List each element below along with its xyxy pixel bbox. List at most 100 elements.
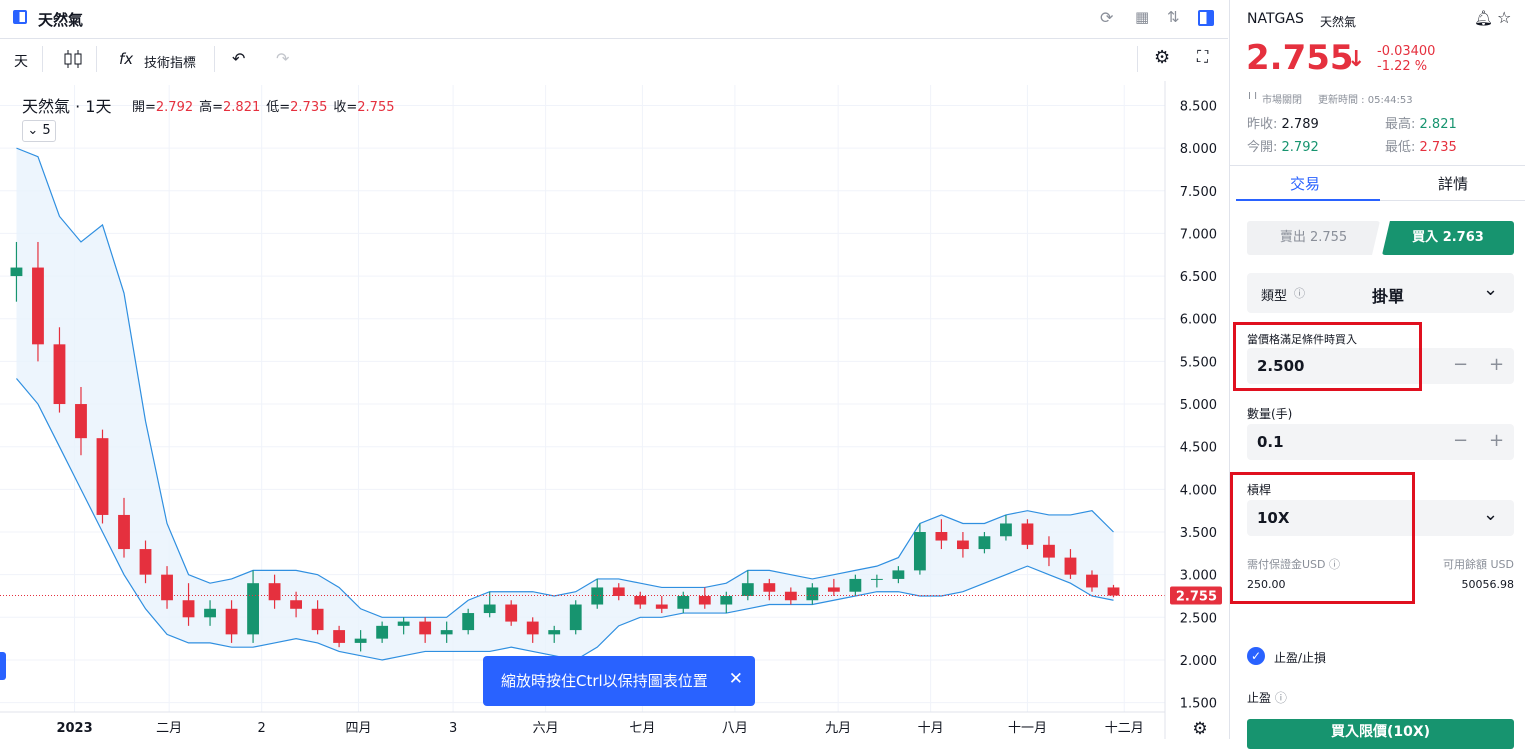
toolbar [0, 39, 1228, 81]
candle-body [462, 613, 475, 631]
axes: 1.500 2.000 2.500 3.000 3.500 4.000 4.500 5.000… [0, 80, 1222, 739]
x-tick-label: 六月 [533, 721, 559, 736]
ohlc-label: 收= [333, 100, 358, 115]
indicators-button[interactable]: 技術指標 [144, 56, 197, 71]
highlight-box [1230, 472, 1415, 604]
candle-body [569, 604, 582, 631]
candle-body [268, 583, 281, 601]
alert-icon[interactable]: 🔔︎ [1474, 9, 1494, 27]
candle-type-icon[interactable] [63, 48, 83, 70]
fullscreen-icon[interactable]: ⛶ [1197, 47, 1209, 66]
y-tick-label: 8.500 [1180, 99, 1217, 114]
stat-label: 最高: [1385, 117, 1416, 132]
trigger-input[interactable] [1247, 348, 1514, 384]
favorite-icon[interactable]: ☆ [1497, 8, 1512, 27]
candle-body [784, 591, 797, 601]
y-tick-label: 7.000 [1180, 227, 1217, 242]
tab-trade[interactable]: 交易 [1289, 175, 1320, 193]
candle-body [612, 587, 625, 596]
candle-body [139, 549, 152, 575]
x-tick-label: 2 [258, 721, 266, 736]
ohlc-label: 低= [266, 100, 291, 115]
chevron: ⌄ [1483, 504, 1499, 525]
divider [1230, 165, 1525, 166]
layout-icon[interactable]: ▦ [1135, 8, 1150, 26]
ohlc-label: 開= [132, 100, 156, 115]
highlight-box [1233, 322, 1422, 391]
candle-body [182, 600, 195, 618]
undo-icon[interactable]: ↶ [232, 49, 246, 68]
chart: 1.500 2.000 2.500 3.000 3.500 4.000 4.500 5.000… [0, 80, 1222, 739]
interval-button[interactable]: 天 [14, 54, 28, 70]
legend-ohlc: 開=2.792 高=2.821 低=2.735 收=2.755 [132, 96, 401, 115]
plus-button[interactable]: + [1489, 430, 1505, 451]
sort-icon[interactable]: ⇅ [1167, 8, 1180, 26]
header-title: 天然氣 [38, 11, 84, 29]
candle-body [849, 578, 862, 592]
candle-body [720, 595, 733, 605]
x-tick-label: 十月 [918, 721, 944, 736]
divider [214, 46, 215, 72]
divider [42, 46, 43, 72]
candle-body [655, 604, 668, 609]
panel-toggle-icon[interactable] [13, 10, 27, 24]
indicator-icon[interactable]: fx [119, 50, 134, 68]
candle-body [1043, 544, 1055, 558]
ohlc-value: 2.755 [357, 100, 395, 115]
candle-body [913, 532, 926, 571]
symbol-name: 天然氣 [1320, 15, 1357, 29]
divider [1380, 200, 1525, 201]
candle-body [75, 404, 87, 439]
y-tick-label: 2.500 [1180, 611, 1217, 626]
header-bar [0, 0, 1228, 39]
candle-body [354, 638, 367, 643]
band-upper [16, 147, 1114, 618]
candle-body [483, 604, 496, 614]
candle-body [957, 540, 969, 550]
stat: 今開: 2.792 [1247, 136, 1319, 155]
candle-body [1107, 587, 1120, 596]
redo-icon[interactable]: ↷ [276, 49, 290, 68]
toast-close[interactable]: ✕ [728, 669, 743, 689]
buy-button[interactable]: 買入 2.763 [1382, 221, 1514, 255]
stat-label: 今開: [1247, 140, 1278, 155]
info-icon: ⓘ [1294, 287, 1305, 300]
balance-label: 可用餘額 USD [1442, 558, 1514, 571]
refresh-icon[interactable]: ⟳ [1100, 8, 1114, 27]
qty-input[interactable] [1247, 424, 1514, 460]
leverage-select[interactable] [1247, 500, 1514, 536]
plus-button[interactable]: + [1489, 354, 1505, 375]
tpsl-checkbox[interactable]: ✓ [1247, 647, 1265, 665]
margin-value: 250.00 [1247, 578, 1286, 591]
settings-icon[interactable]: ⚙ [1154, 47, 1171, 68]
type-select[interactable] [1247, 273, 1514, 313]
x-tick-label: 八月 [722, 721, 748, 736]
minus-button[interactable]: − [1453, 430, 1469, 451]
y-tick-label: 4.500 [1180, 441, 1217, 456]
down-arrow: ↓ [1347, 47, 1366, 72]
margin-label: 需付保證金USD ⓘ [1247, 558, 1341, 571]
minus-button[interactable]: − [1453, 354, 1469, 375]
y-tick-label: 6.500 [1180, 270, 1217, 285]
legend-collapse[interactable]: ⌄ 5 [22, 120, 56, 142]
y-tick-label: 8.000 [1180, 142, 1217, 157]
candle-body [827, 587, 840, 592]
candle-body [161, 574, 173, 601]
margin-label-text: 需付保證金USD [1247, 558, 1326, 571]
side-handle[interactable] [0, 652, 6, 680]
candle-body [204, 608, 216, 618]
tp-text: 止盈 [1247, 691, 1272, 705]
candle-body [1086, 574, 1098, 588]
candle-body [892, 570, 905, 579]
candle-body [505, 604, 518, 622]
plot [0, 147, 1165, 661]
y-tick-label: 3.500 [1180, 526, 1217, 541]
candle-body [247, 583, 259, 635]
tab-details[interactable]: 詳情 [1437, 175, 1468, 193]
candle-body [763, 583, 776, 592]
divider [96, 46, 97, 72]
submit-button[interactable]: 買入限價(10X) [1247, 719, 1514, 749]
panel-right-icon[interactable] [1198, 10, 1214, 26]
sell-button[interactable]: 賣出 2.755 [1247, 221, 1380, 255]
